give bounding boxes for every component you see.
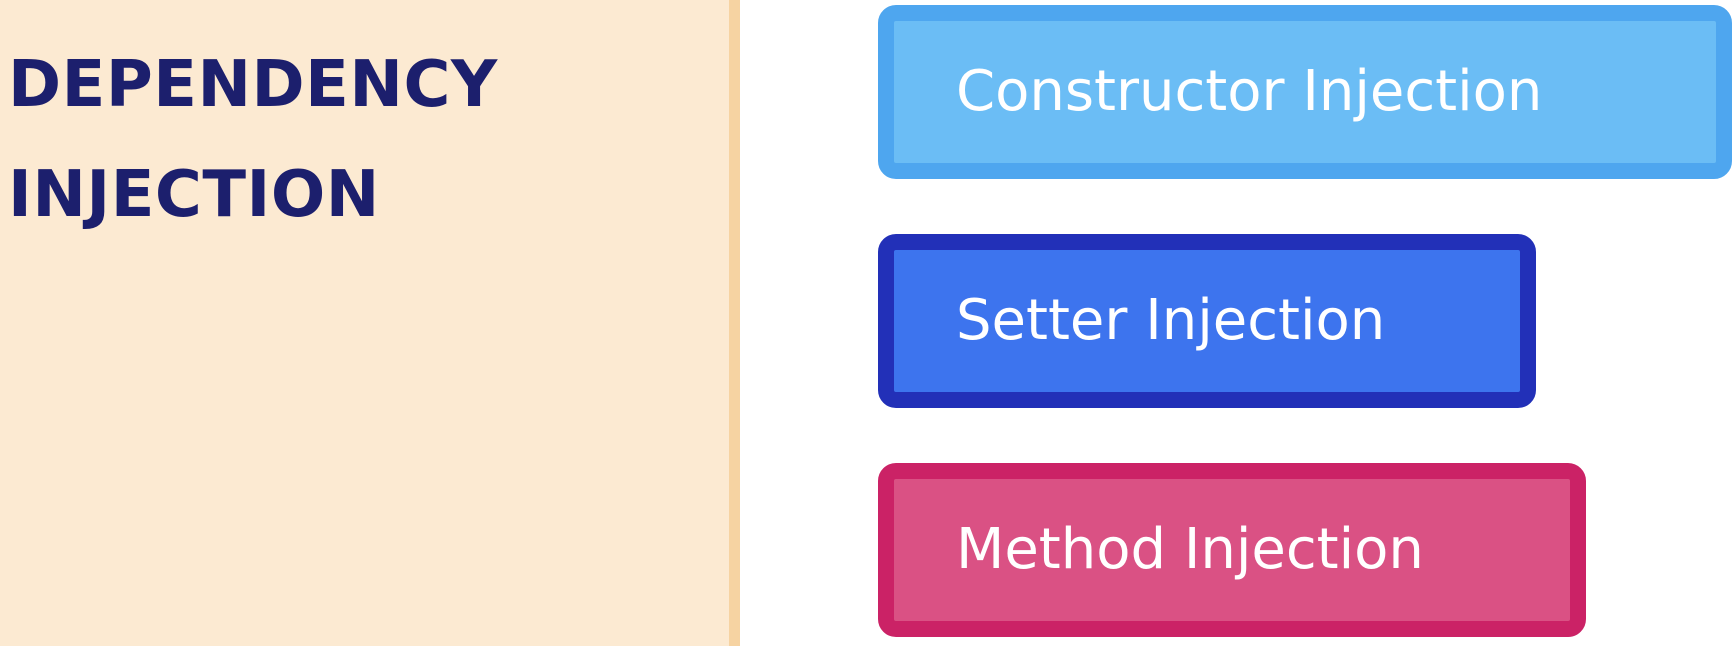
constructor-injection-box: Constructor Injection xyxy=(878,5,1732,179)
constructor-injection-label: Constructor Injection xyxy=(956,59,1543,124)
left-panel: DEPENDENCY INJECTION xyxy=(0,0,740,646)
title-line-2: INJECTION xyxy=(8,158,380,232)
method-injection-box: Method Injection xyxy=(878,463,1586,637)
method-injection-label: Method Injection xyxy=(956,517,1424,582)
title-line-1: DEPENDENCY xyxy=(8,48,498,122)
page-title: DEPENDENCY INJECTION xyxy=(8,30,498,250)
setter-injection-label: Setter Injection xyxy=(956,288,1386,353)
setter-injection-box: Setter Injection xyxy=(878,234,1536,408)
